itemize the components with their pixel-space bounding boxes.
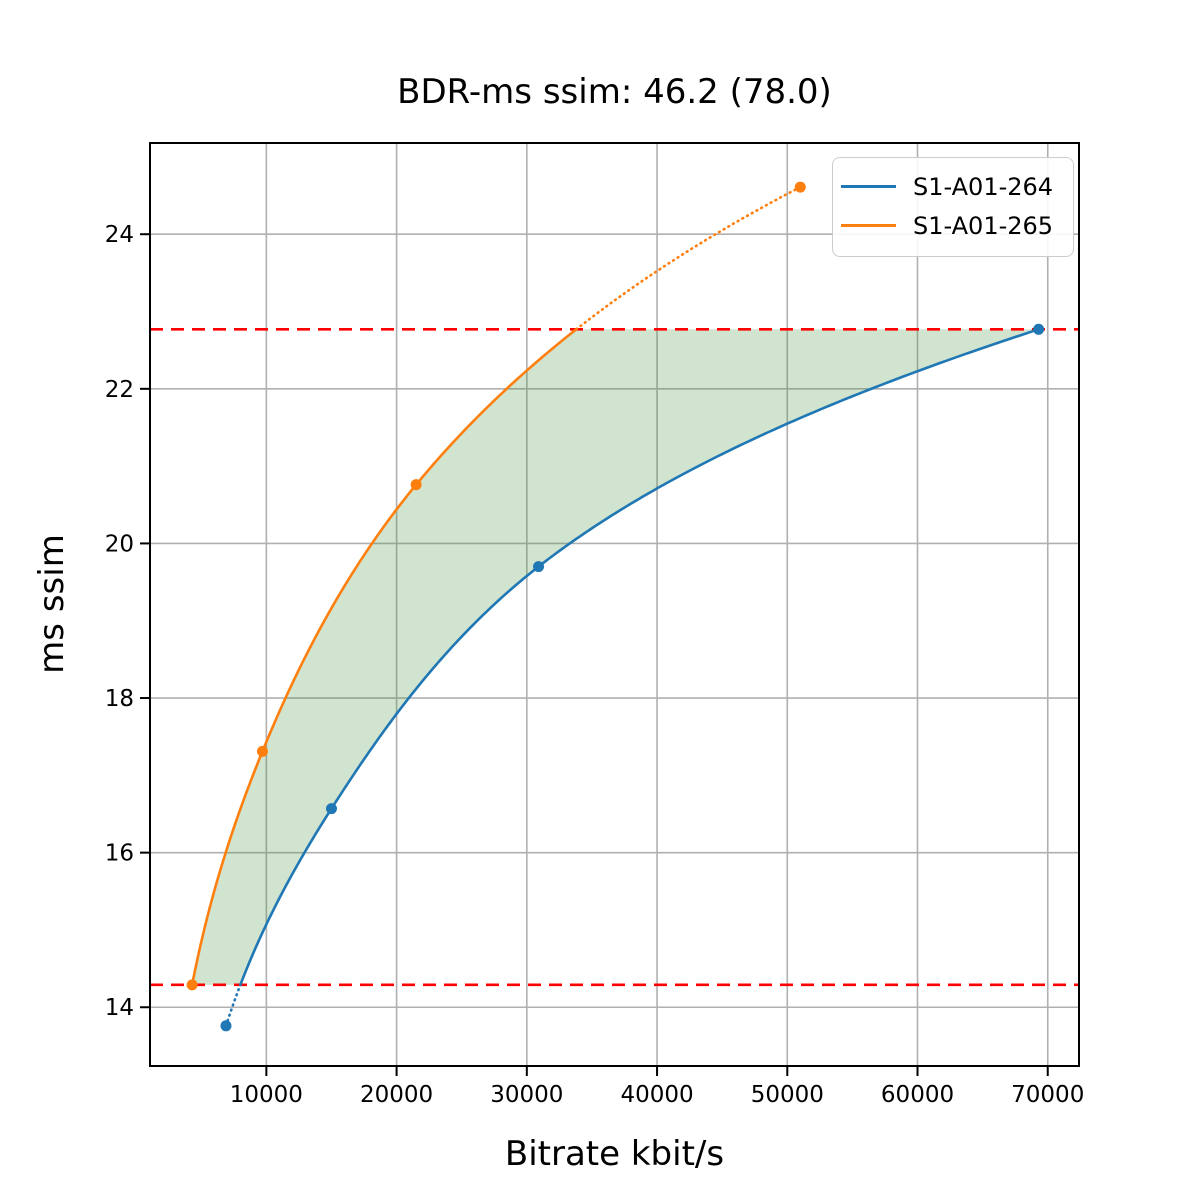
x-tick-label: 10000 xyxy=(230,1082,303,1108)
data-point-marker-S1-A01-265 xyxy=(410,479,422,491)
tick-marks xyxy=(140,233,1049,1076)
data-point-marker-S1-A01-264 xyxy=(533,561,545,573)
data-point-marker-S1-A01-264 xyxy=(220,1020,232,1032)
series-curves xyxy=(190,185,1040,1028)
overlap-limit-lines xyxy=(150,328,1079,987)
x-tick-label: 70000 xyxy=(1011,1082,1084,1108)
x-tick-label: 50000 xyxy=(751,1082,824,1108)
grid-lines xyxy=(150,143,1079,1066)
data-point-marker-S1-A01-264 xyxy=(325,803,337,815)
y-tick-label: 14 xyxy=(105,995,134,1021)
y-tick-label: 20 xyxy=(105,531,134,557)
legend-label-265: S1-A01-265 xyxy=(913,211,1054,240)
legend-row-265: S1-A01-265 xyxy=(833,206,1073,245)
y-tick-label: 18 xyxy=(105,686,134,712)
data-point-marker-S1-A01-265 xyxy=(256,745,268,757)
legend-label-264: S1-A01-264 xyxy=(913,172,1054,201)
series-curve-dotted-S1-A01-265 xyxy=(575,185,802,331)
legend-line-sample-264 xyxy=(841,185,896,188)
y-tick-label: 24 xyxy=(105,222,134,248)
x-tick-label: 40000 xyxy=(620,1082,693,1108)
data-point-marker-S1-A01-264 xyxy=(1033,323,1045,335)
series-curve-dotted-S1-A01-264 xyxy=(224,983,242,1028)
data-point-marker-S1-A01-265 xyxy=(794,181,806,193)
plot-frame xyxy=(149,142,1080,1067)
x-tick-label: 60000 xyxy=(881,1082,954,1108)
x-tick-label: 30000 xyxy=(490,1082,563,1108)
bd-overlap-fill xyxy=(192,329,1039,985)
legend-row-264: S1-A01-264 xyxy=(833,167,1073,206)
chart-title: BDR-ms ssim: 46.2 (78.0) xyxy=(397,72,832,112)
legend-line-sample-265 xyxy=(841,224,896,227)
series-curve-S1-A01-264 xyxy=(239,328,1040,986)
legend: S1-A01-264 S1-A01-265 xyxy=(832,157,1074,257)
y-tick-label: 16 xyxy=(105,841,134,867)
axes-frame xyxy=(149,142,1080,1067)
x-tick-label: 20000 xyxy=(360,1082,433,1108)
bd-overlap-region xyxy=(192,329,1039,985)
y-axis-label: ms ssim xyxy=(32,534,72,674)
data-point-marker-S1-A01-265 xyxy=(186,979,198,991)
x-axis-label: Bitrate kbit/s xyxy=(504,1134,725,1174)
series-curve-S1-A01-265 xyxy=(190,328,578,986)
data-point-markers xyxy=(186,181,1045,1032)
tick-labels: 10000 20000 30000 40000 50000 60000 70000 14 16 1… xyxy=(105,222,1085,1108)
y-tick-label: 22 xyxy=(105,377,134,403)
